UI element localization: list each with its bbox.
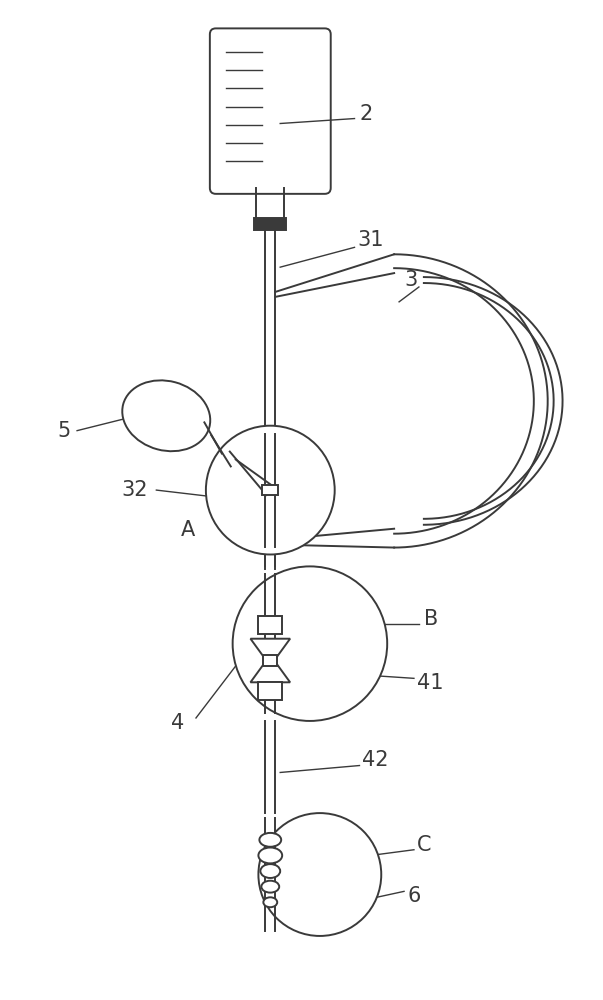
Text: 32: 32 [122,480,148,500]
Circle shape [206,426,335,554]
Text: 4: 4 [171,713,185,733]
Bar [264,655,277,666]
Text: 5: 5 [57,421,71,441]
Ellipse shape [261,881,279,893]
Text: 41: 41 [417,673,443,693]
Polygon shape [250,639,290,661]
Ellipse shape [122,380,210,451]
Ellipse shape [260,864,280,878]
Text: C: C [417,835,431,855]
Ellipse shape [259,848,282,863]
Bar [262,485,278,495]
Circle shape [233,566,387,721]
Text: 31: 31 [358,230,384,250]
Text: 42: 42 [362,750,389,770]
Circle shape [259,813,381,936]
Text: A: A [181,520,195,540]
Ellipse shape [259,833,281,847]
Ellipse shape [264,897,277,907]
Text: 3: 3 [404,270,417,290]
Polygon shape [250,661,290,682]
Text: 6: 6 [407,886,420,906]
Bar [259,682,282,700]
FancyBboxPatch shape [210,28,330,194]
Text: B: B [424,609,438,629]
Bar [259,616,282,634]
Text: 2: 2 [359,104,373,124]
Bar [254,218,286,230]
